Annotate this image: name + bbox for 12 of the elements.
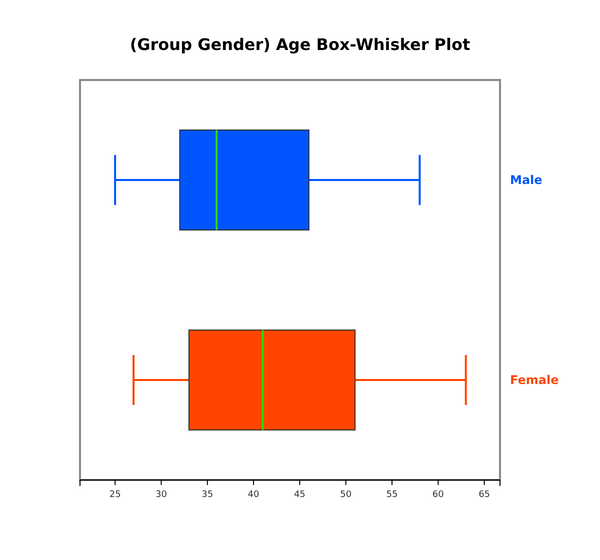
y-tick-label: Female	[510, 373, 559, 388]
chart-title: (Group Gender) Age Box-Whisker Plot	[130, 35, 470, 54]
x-tick-label: 45	[294, 490, 306, 500]
x-tick-label: 65	[478, 490, 490, 500]
y-tick-label: Male	[510, 173, 542, 188]
x-tick-label: 55	[386, 490, 398, 500]
x-tick-label: 25	[109, 490, 121, 500]
x-tick-label: 60	[432, 490, 444, 500]
x-tick-label: 35	[202, 490, 214, 500]
x-tick-label: 40	[248, 490, 260, 500]
x-tick-label: 30	[156, 490, 168, 500]
x-tick-label: 50	[340, 490, 352, 500]
